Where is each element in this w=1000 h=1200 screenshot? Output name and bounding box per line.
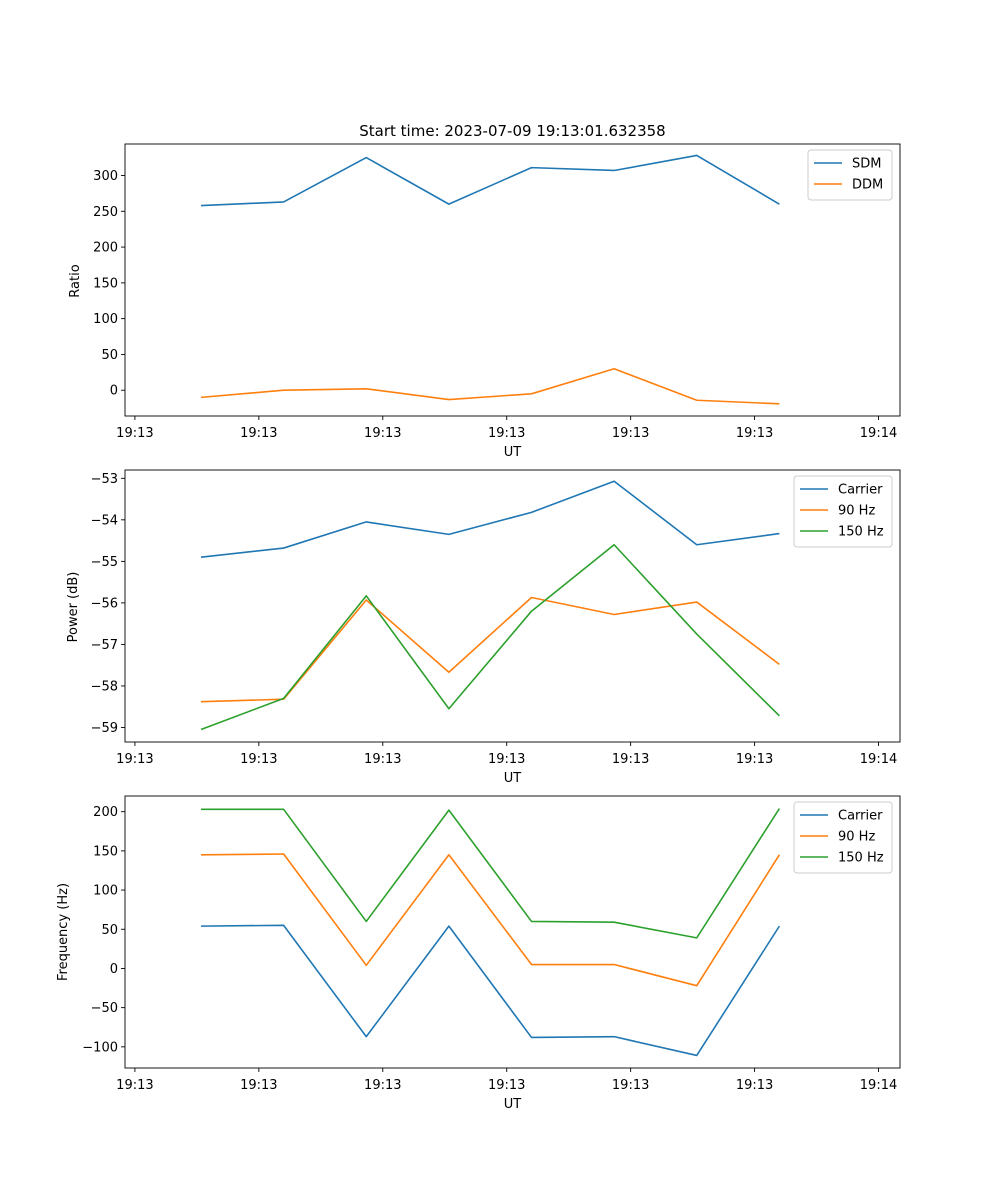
power-x-tick-label: 19:14 bbox=[860, 752, 897, 767]
ratio-y-tick-label: 0 bbox=[110, 384, 118, 399]
power-legend-label-2: 150 Hz bbox=[838, 525, 884, 540]
ratio-y-tick-label: 50 bbox=[101, 348, 118, 363]
ratio-x-tick-label: 19:13 bbox=[736, 426, 773, 441]
ratio-series-line-0 bbox=[200, 154, 780, 207]
power-x-tick-label: 19:13 bbox=[736, 752, 773, 767]
power-panel: UT Power (dB) 19:13 19:13 19:13 19:13 19:13 1… bbox=[66, 469, 901, 786]
frequency-legend-box bbox=[793, 801, 893, 874]
frequency-y-tick-label: −50 bbox=[91, 1001, 118, 1016]
power-series-line-2 bbox=[200, 543, 780, 731]
power-x-tick-label: 19:13 bbox=[240, 752, 277, 767]
frequency-y-tick-label: 50 bbox=[101, 923, 118, 938]
power-x-tick-label: 19:13 bbox=[488, 752, 525, 767]
power-y-tick-label: −56 bbox=[91, 596, 118, 611]
frequency-x-tick-label: 19:13 bbox=[240, 1078, 277, 1093]
power-y-tick-label: −55 bbox=[91, 555, 118, 570]
frequency-x-tick-label: 19:13 bbox=[488, 1078, 525, 1093]
power-xlabel: UT bbox=[504, 771, 522, 786]
power-x-tick-label: 19:13 bbox=[116, 752, 153, 767]
frequency-legend-label-1: 90 Hz bbox=[838, 830, 875, 845]
power-axes-frame bbox=[124, 469, 901, 743]
frequency-ylabel: Frequency (Hz) bbox=[56, 883, 71, 981]
frequency-series-line-0 bbox=[201, 924, 781, 1057]
ratio-x-tick-label: 19:13 bbox=[116, 426, 153, 441]
power-x-tick-label: 19:13 bbox=[612, 752, 649, 767]
power-ylabel: Power (dB) bbox=[66, 572, 81, 643]
power-series-line-1 bbox=[200, 596, 780, 703]
ratio-y-tick-label: 300 bbox=[93, 169, 118, 184]
power-series-line-0 bbox=[200, 480, 780, 559]
figure-title: Start time: 2023-07-09 19:13:01.632358 bbox=[359, 122, 665, 140]
frequency-x-tick-label: 19:13 bbox=[116, 1078, 153, 1093]
ratio-y-tick-label: 150 bbox=[93, 276, 118, 291]
power-y-tick-label: −59 bbox=[91, 721, 118, 736]
frequency-xlabel: UT bbox=[504, 1097, 522, 1112]
frequency-axes-frame bbox=[124, 795, 901, 1069]
ratio-axes-frame bbox=[124, 143, 901, 417]
frequency-x-tick-label: 19:13 bbox=[736, 1078, 773, 1093]
frequency-x-tick-label: 19:13 bbox=[612, 1078, 649, 1093]
ratio-xlabel: UT bbox=[504, 445, 522, 460]
power-legend-box bbox=[793, 475, 893, 548]
ratio-x-tick-label: 19:13 bbox=[612, 426, 649, 441]
ratio-x-tick-label: 19:14 bbox=[860, 426, 897, 441]
frequency-y-tick-label: 150 bbox=[93, 844, 118, 859]
frequency-legend-label-2: 150 Hz bbox=[838, 851, 884, 866]
frequency-series-line-2 bbox=[201, 808, 781, 939]
power-y-tick-label: −58 bbox=[91, 679, 118, 694]
ratio-y-tick-label: 100 bbox=[93, 312, 118, 327]
frequency-panel: UT Frequency (Hz) 19:13 19:13 19:13 19:13 19… bbox=[56, 795, 901, 1112]
frequency-x-tick-label: 19:13 bbox=[364, 1078, 401, 1093]
ratio-y-tick-label: 250 bbox=[93, 205, 118, 220]
frequency-y-tick-label: 200 bbox=[93, 805, 118, 820]
power-x-tick-label: 19:13 bbox=[364, 752, 401, 767]
power-legend-label-0: Carrier bbox=[838, 483, 883, 498]
frequency-y-tick-label: 100 bbox=[93, 884, 118, 899]
power-y-tick-label: −57 bbox=[91, 638, 118, 653]
ratio-x-tick-label: 19:13 bbox=[240, 426, 277, 441]
ratio-legend-label-0: SDM bbox=[852, 157, 881, 172]
ratio-ylabel: Ratio bbox=[68, 264, 83, 297]
frequency-series-line-1 bbox=[201, 853, 781, 987]
ratio-legend-label-1: DDM bbox=[852, 178, 883, 193]
ratio-y-tick-label: 200 bbox=[93, 241, 118, 256]
power-y-tick-label: −53 bbox=[91, 472, 118, 487]
frequency-x-tick-label: 19:14 bbox=[860, 1078, 897, 1093]
power-legend-label-1: 90 Hz bbox=[838, 504, 875, 519]
ratio-series-line-1 bbox=[200, 367, 780, 405]
ratio-x-tick-label: 19:13 bbox=[488, 426, 525, 441]
frequency-y-tick-label: −100 bbox=[82, 1040, 118, 1055]
ratio-x-tick-label: 19:13 bbox=[364, 426, 401, 441]
power-y-tick-label: −54 bbox=[91, 513, 118, 528]
frequency-y-tick-label: 0 bbox=[110, 962, 118, 977]
ratio-panel: UT Ratio 19:13 19:13 19:13 19:13 19:13 19:13 1… bbox=[68, 143, 901, 460]
frequency-legend-label-0: Carrier bbox=[838, 809, 883, 824]
